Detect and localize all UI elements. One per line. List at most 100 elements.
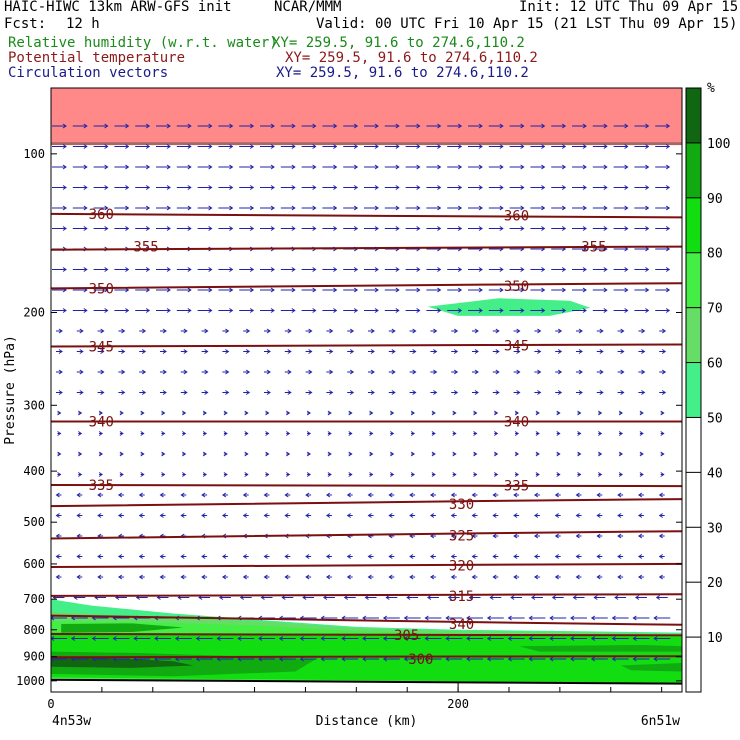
vector-head bbox=[284, 574, 289, 580]
vector-head bbox=[287, 390, 292, 395]
vector-head bbox=[471, 513, 476, 518]
vector-head bbox=[287, 349, 292, 354]
vector-arrow bbox=[326, 390, 334, 395]
vector-head bbox=[603, 144, 608, 149]
vector-head bbox=[660, 451, 665, 457]
vector-head bbox=[125, 123, 130, 129]
vector-arrow bbox=[156, 123, 171, 129]
vector-head bbox=[263, 513, 268, 518]
vector-arrow bbox=[388, 328, 396, 334]
vector-head bbox=[416, 164, 421, 170]
vector-head bbox=[79, 328, 84, 334]
vector-arrow bbox=[222, 390, 230, 395]
vector-head bbox=[349, 328, 355, 334]
vector-head bbox=[412, 390, 417, 395]
vector-head bbox=[645, 287, 650, 293]
vector-arrow bbox=[322, 595, 335, 600]
vector-head bbox=[166, 287, 171, 293]
vector-head bbox=[104, 144, 109, 149]
vector-arrow bbox=[514, 410, 520, 416]
vector-arrow bbox=[445, 636, 463, 641]
vector-arrow bbox=[244, 431, 249, 436]
vector-head bbox=[624, 287, 629, 293]
vector-arrow bbox=[613, 185, 629, 190]
vector-arrow bbox=[576, 328, 583, 334]
vector-head bbox=[492, 554, 497, 559]
vector-arrow bbox=[617, 349, 625, 354]
vector-head bbox=[140, 472, 145, 477]
vector-head bbox=[208, 185, 213, 190]
vector-arrow bbox=[97, 492, 104, 498]
vector-head bbox=[513, 513, 518, 518]
vector-head bbox=[639, 451, 644, 457]
vector-head bbox=[578, 390, 583, 395]
vector-arrow bbox=[322, 226, 338, 231]
vector-arrow bbox=[405, 185, 421, 190]
vector-arrow bbox=[410, 472, 416, 477]
vector-arrow bbox=[260, 205, 275, 211]
vector-head bbox=[549, 615, 554, 621]
vector-arrow bbox=[530, 164, 546, 170]
vector-arrow bbox=[655, 287, 671, 293]
vector-arrow bbox=[159, 492, 166, 498]
vector-arrow bbox=[242, 554, 249, 559]
vector-head bbox=[78, 451, 83, 457]
vector-head bbox=[119, 431, 124, 436]
vector-head bbox=[575, 533, 580, 539]
vector-arrow bbox=[634, 205, 650, 211]
vector-arrow bbox=[655, 164, 671, 170]
vector-head bbox=[249, 205, 255, 211]
vector-head bbox=[329, 328, 334, 334]
vector-head bbox=[229, 308, 234, 313]
vector-arrow bbox=[551, 164, 567, 170]
vector-head bbox=[76, 554, 81, 559]
vector-arrow bbox=[429, 492, 436, 498]
vector-head bbox=[639, 472, 644, 477]
vector-arrow bbox=[70, 636, 88, 641]
vector-arrow bbox=[424, 615, 442, 621]
vector-head bbox=[533, 554, 539, 559]
vector-arrow bbox=[409, 574, 416, 580]
vector-arrow bbox=[135, 185, 151, 190]
vector-head bbox=[327, 451, 332, 457]
vector-arrow bbox=[530, 595, 543, 600]
vector-arrow bbox=[218, 226, 234, 231]
vector-head bbox=[341, 636, 346, 641]
vector-head bbox=[346, 554, 351, 559]
vector-arrow bbox=[533, 533, 540, 539]
vector-arrow bbox=[218, 205, 234, 211]
vector-head bbox=[117, 574, 123, 580]
vector-arrow bbox=[135, 308, 151, 313]
vector-arrow bbox=[114, 226, 130, 231]
vector-head bbox=[390, 431, 395, 436]
colorbar-tick-label: 80 bbox=[707, 247, 723, 262]
vector-head bbox=[83, 144, 88, 149]
vector-head bbox=[145, 287, 151, 293]
vector-head bbox=[535, 472, 540, 477]
vector-arrow bbox=[218, 185, 234, 190]
vector-arrow bbox=[447, 308, 463, 313]
vector-arrow bbox=[535, 410, 540, 416]
vector-head bbox=[639, 410, 644, 416]
vector-arrow bbox=[577, 410, 582, 416]
vector-arrow bbox=[551, 123, 567, 129]
vector-arrow bbox=[466, 656, 483, 662]
vector-arrow bbox=[530, 123, 546, 129]
vector-arrow bbox=[530, 226, 546, 231]
vector-head bbox=[312, 144, 317, 149]
vector-arrow bbox=[139, 369, 147, 375]
vector-arrow bbox=[617, 492, 624, 498]
vector-head bbox=[374, 308, 379, 313]
vector-head bbox=[180, 513, 185, 518]
vector-head bbox=[166, 267, 171, 272]
vector-arrow bbox=[447, 185, 463, 190]
vector-arrow bbox=[305, 328, 313, 334]
vector-arrow bbox=[492, 492, 499, 498]
vector-arrow bbox=[486, 656, 504, 662]
vector-arrow bbox=[180, 349, 188, 354]
vector-head bbox=[468, 595, 473, 600]
vector-head bbox=[611, 636, 616, 641]
vector-head bbox=[533, 533, 539, 539]
vector-arrow bbox=[592, 267, 608, 272]
vector-arrow bbox=[239, 308, 255, 313]
